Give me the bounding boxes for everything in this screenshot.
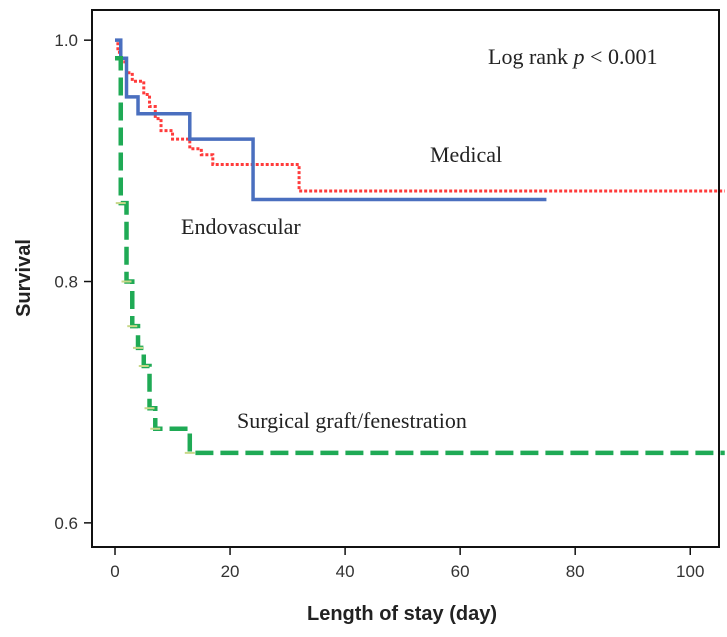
series-label-endovascular: Endovascular: [181, 214, 301, 239]
p-symbol: p: [572, 44, 585, 69]
x-tick-label-100: 100: [676, 562, 704, 581]
log-rank-prefix: Log rank: [488, 44, 574, 69]
x-tick-label-80: 80: [566, 562, 585, 581]
series-surgical-graft-fenestration-line: [115, 56, 725, 456]
series-label-surgical-graft-fenestration: Surgical graft/fenestration: [237, 408, 467, 433]
x-tick-label-40: 40: [336, 562, 355, 581]
series-label-medical: Medical: [430, 142, 502, 167]
label-layer: 0 20 40 60 80 100 0.6 0.8 1.0 Medical Endovascular…: [54, 31, 704, 581]
y-axis-title: Survival: [13, 239, 35, 317]
series-endovascular-line: [115, 38, 547, 202]
plot-frame: [91, 9, 720, 548]
p-value: < 0.001: [585, 44, 658, 69]
x-tick-label-60: 60: [451, 562, 470, 581]
log-rank-annotation: Log rank p < 0.001: [488, 44, 657, 69]
x-axis-title: Length of stay (day): [307, 603, 497, 625]
y-tick-label-0.8: 0.8: [54, 273, 78, 292]
series-layer: [115, 38, 725, 456]
axes-layer: [84, 39, 691, 555]
y-tick-label-1: 1.0: [54, 31, 78, 50]
x-tick-label-0: 0: [110, 562, 119, 581]
x-tick-label-20: 20: [221, 562, 240, 581]
y-tick-label-0.6: 0.6: [54, 514, 78, 533]
